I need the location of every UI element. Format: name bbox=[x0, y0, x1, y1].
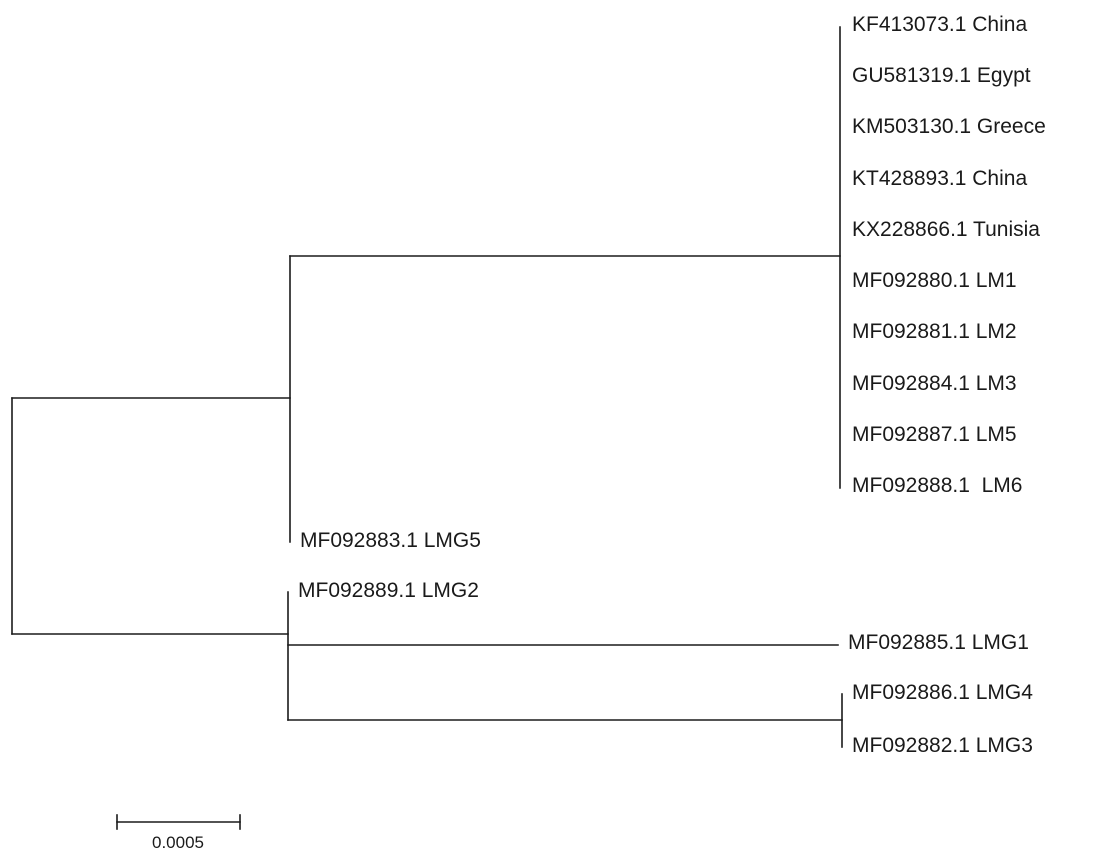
leaf-label-mf092880: MF092880.1 LM1 bbox=[852, 269, 1017, 292]
leaf-label-mf092888: MF092888.1 LM6 bbox=[852, 474, 1022, 497]
leaf-label-mf092882: MF092882.1 LMG3 bbox=[852, 734, 1033, 757]
leaf-label-mf092886: MF092886.1 LMG4 bbox=[852, 681, 1033, 704]
leaf-label-mf092884: MF092884.1 LM3 bbox=[852, 372, 1017, 395]
leaf-label-kt428893: KT428893.1 China bbox=[852, 167, 1027, 190]
leaf-label-mf092885: MF092885.1 LMG1 bbox=[848, 631, 1029, 654]
leaf-label-mf092883: MF092883.1 LMG5 bbox=[300, 529, 481, 552]
leaf-label-km503130: KM503130.1 Greece bbox=[852, 115, 1046, 138]
leaf-label-mf092887: MF092887.1 LM5 bbox=[852, 423, 1017, 446]
scale-bar-label: 0.0005 bbox=[152, 833, 204, 852]
leaf-label-mf092881: MF092881.1 LM2 bbox=[852, 320, 1017, 343]
leaf-label-mf092889: MF092889.1 LMG2 bbox=[298, 579, 479, 602]
leaf-label-kf413073: KF413073.1 China bbox=[852, 13, 1027, 36]
leaf-label-kx228866: KX228866.1 Tunisia bbox=[852, 218, 1040, 241]
leaf-label-gu581319: GU581319.1 Egypt bbox=[852, 64, 1031, 87]
